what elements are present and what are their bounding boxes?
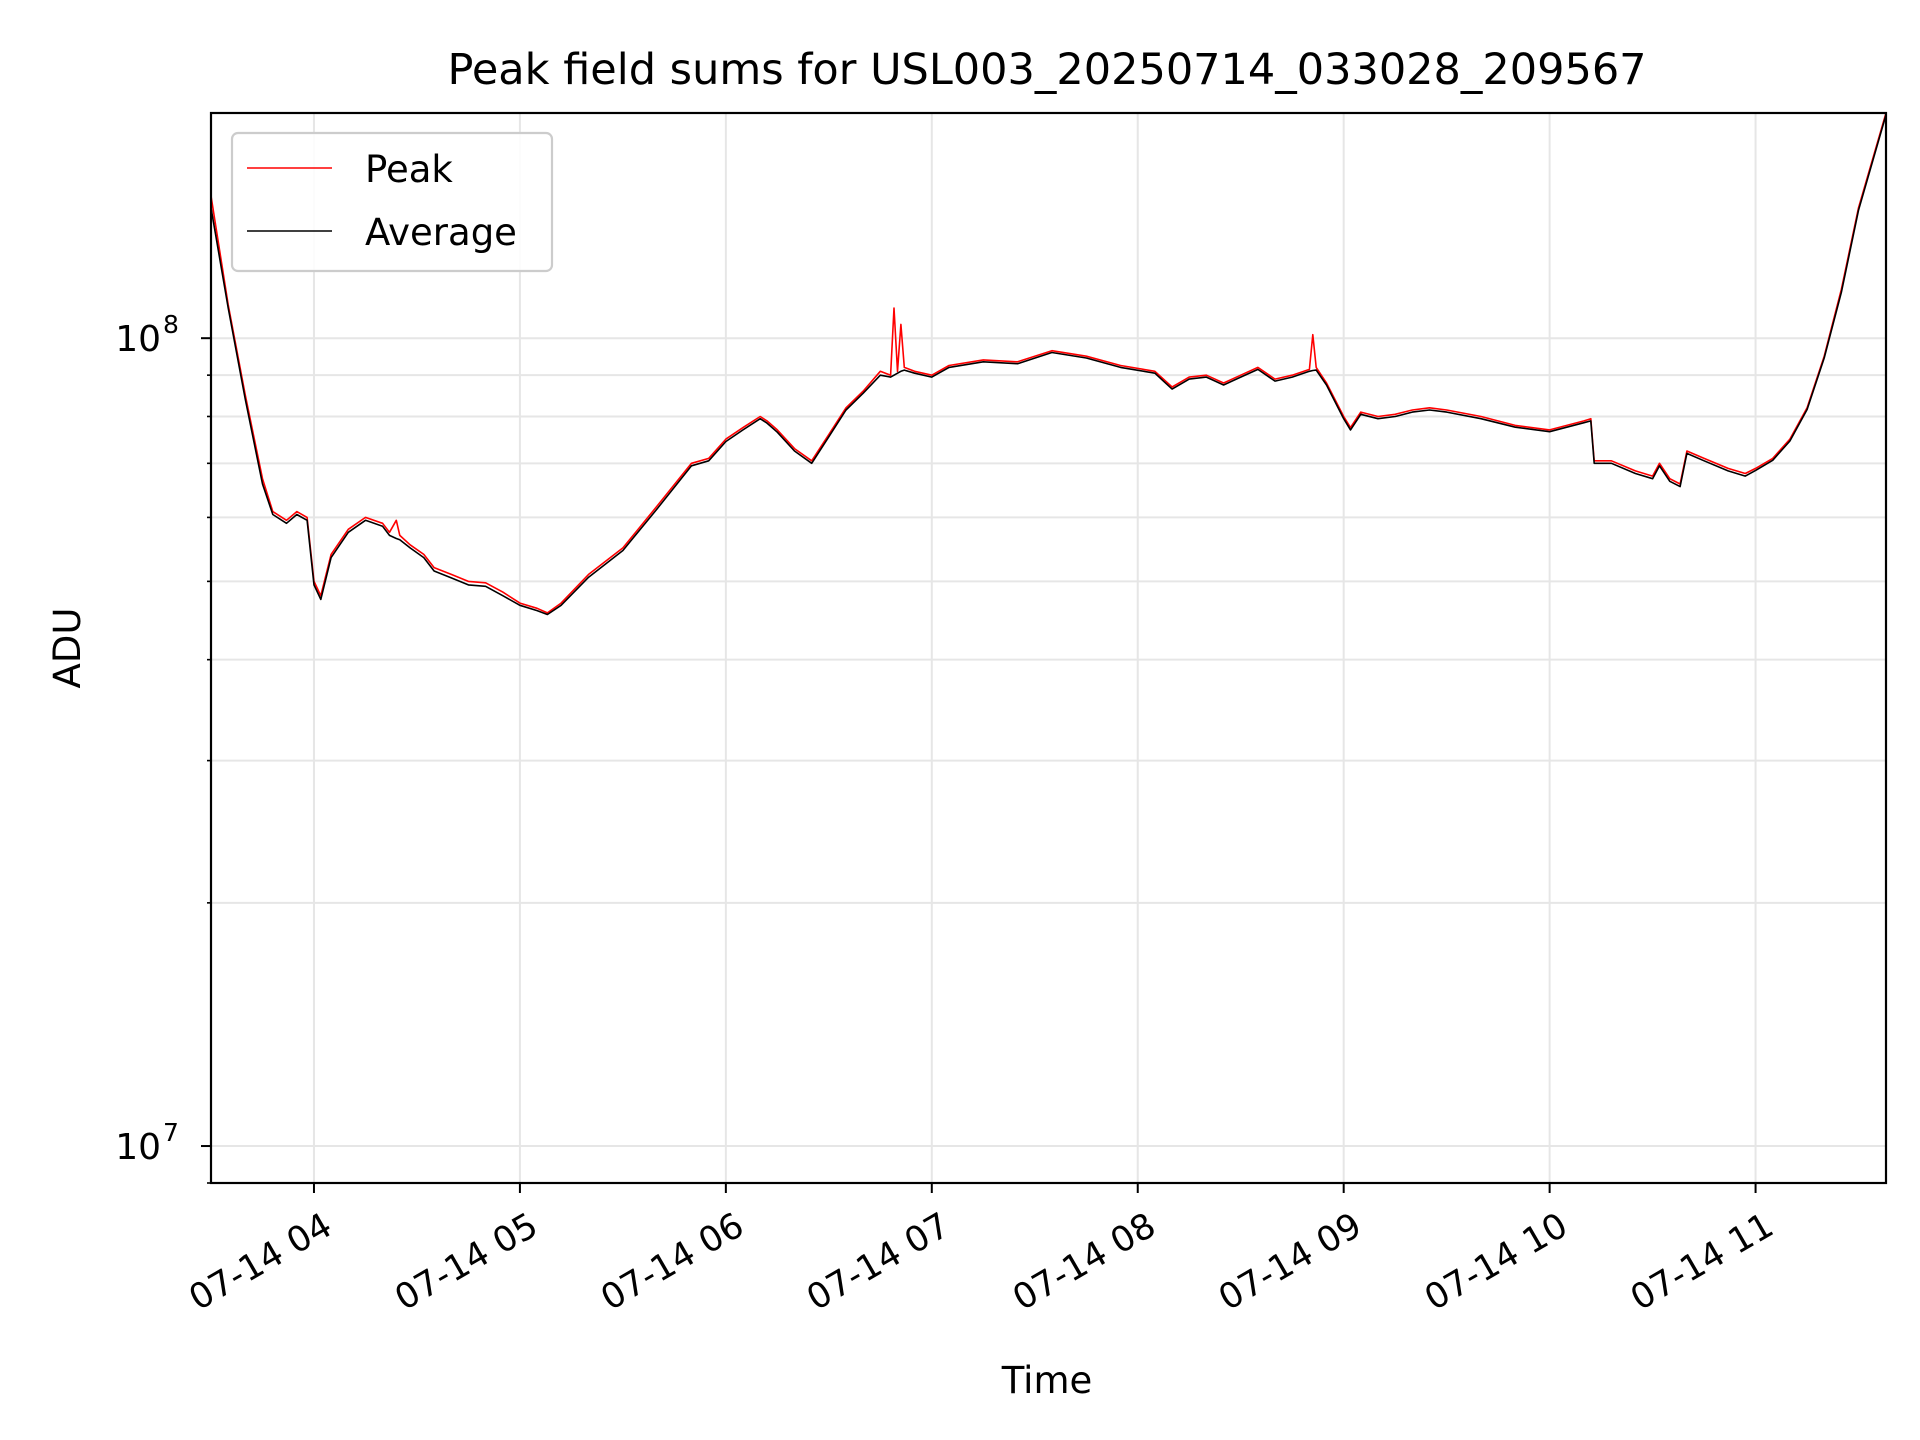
grid <box>211 113 1886 1184</box>
x-axis-label: Time <box>1001 1359 1093 1402</box>
y-tick-label: 10 <box>115 319 161 360</box>
chart-title: Peak field sums for USL003_20250714_0330… <box>447 45 1646 95</box>
y-tick-exponent: 7 <box>163 1118 179 1147</box>
series-line-average <box>210 114 1887 616</box>
series-layer <box>210 112 1887 616</box>
y-tick-exponent: 8 <box>163 310 179 339</box>
series-line-peak <box>210 112 1887 614</box>
y-axis-label: ADU <box>46 608 89 689</box>
legend-label-peak: Peak <box>365 148 453 191</box>
legend: Peak Average <box>230 131 554 273</box>
legend-label-average: Average <box>365 211 517 254</box>
plot-frame <box>209 111 1888 1185</box>
y-tick-label: 10 <box>115 1127 161 1168</box>
